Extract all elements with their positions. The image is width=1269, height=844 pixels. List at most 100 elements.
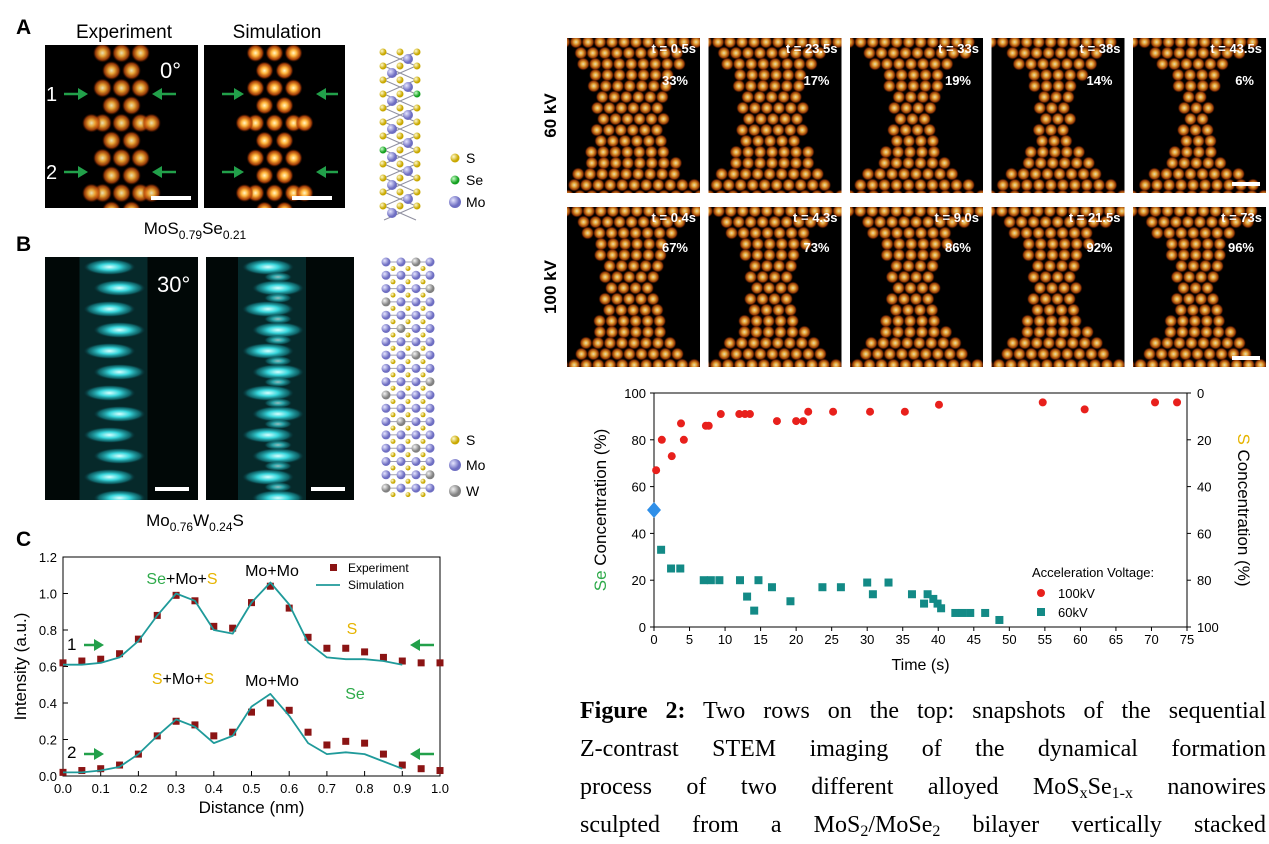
atom bbox=[1186, 38, 1200, 49]
atom bbox=[890, 226, 904, 240]
atom-image bbox=[235, 45, 314, 208]
curve-label: 1 bbox=[67, 635, 76, 654]
atom bbox=[885, 270, 899, 284]
atom bbox=[991, 207, 997, 218]
atom bbox=[602, 303, 616, 317]
experiment-marker bbox=[229, 728, 237, 736]
atom bbox=[396, 390, 406, 400]
data-point bbox=[679, 435, 688, 444]
atom bbox=[797, 226, 811, 240]
atom bbox=[889, 178, 903, 192]
atom bbox=[1189, 237, 1203, 251]
atom bbox=[785, 226, 799, 240]
scale-bar bbox=[311, 487, 345, 491]
atom bbox=[660, 68, 674, 82]
atom bbox=[928, 90, 942, 104]
experiment-marker bbox=[210, 622, 218, 630]
atom bbox=[893, 112, 907, 126]
atom bbox=[1007, 207, 1021, 218]
atom bbox=[574, 46, 588, 60]
x-tick-label: 40 bbox=[931, 632, 945, 647]
atom bbox=[601, 215, 615, 229]
atom bbox=[420, 385, 426, 391]
atom bbox=[1030, 46, 1044, 60]
atom bbox=[1206, 358, 1220, 367]
atom bbox=[789, 156, 803, 170]
atom bbox=[255, 131, 274, 150]
atom bbox=[651, 336, 665, 350]
atom bbox=[381, 363, 391, 373]
atom bbox=[739, 134, 753, 148]
atom bbox=[670, 46, 684, 60]
atom bbox=[1068, 178, 1082, 192]
atom bbox=[420, 452, 426, 458]
atom bbox=[913, 303, 927, 317]
atom bbox=[396, 48, 404, 56]
atom bbox=[1026, 292, 1040, 306]
atom bbox=[669, 156, 683, 170]
atom bbox=[931, 68, 945, 82]
atom bbox=[1231, 167, 1245, 181]
atom bbox=[1044, 226, 1058, 240]
atom bbox=[620, 112, 634, 126]
atom bbox=[1169, 215, 1183, 229]
atom bbox=[1063, 112, 1077, 126]
atom bbox=[926, 134, 940, 148]
experiment-marker bbox=[59, 659, 67, 667]
experiment-marker bbox=[78, 767, 86, 775]
atom bbox=[1186, 259, 1200, 273]
atom bbox=[596, 145, 610, 159]
experiment-marker bbox=[342, 644, 350, 652]
atom bbox=[1220, 46, 1234, 60]
atom bbox=[1200, 281, 1214, 295]
atom bbox=[112, 183, 131, 203]
data-point bbox=[799, 417, 808, 426]
atom bbox=[597, 156, 611, 170]
x-tick-label: 0.5 bbox=[242, 781, 260, 796]
atom bbox=[765, 145, 779, 159]
atom bbox=[739, 189, 751, 193]
atom bbox=[593, 248, 607, 262]
atom bbox=[907, 347, 921, 361]
atom bbox=[1193, 215, 1207, 229]
atom bbox=[242, 301, 294, 317]
column-header: Simulation bbox=[233, 22, 322, 43]
atom bbox=[799, 237, 813, 251]
atom bbox=[909, 215, 923, 229]
atom bbox=[379, 132, 387, 140]
atom bbox=[1232, 336, 1246, 350]
atom bbox=[634, 347, 648, 361]
atom bbox=[387, 152, 397, 162]
atom bbox=[946, 46, 960, 60]
atom bbox=[1066, 46, 1080, 60]
atom bbox=[1201, 156, 1215, 170]
atom bbox=[1046, 237, 1060, 251]
atom bbox=[1058, 156, 1072, 170]
atom bbox=[1068, 325, 1082, 339]
atom bbox=[1179, 57, 1193, 71]
atom bbox=[862, 46, 876, 60]
atom bbox=[631, 90, 645, 104]
atom bbox=[720, 57, 734, 71]
data-point bbox=[745, 410, 754, 419]
atom bbox=[648, 68, 662, 82]
atom bbox=[634, 270, 648, 284]
annotation: Se+Mo+S bbox=[146, 571, 217, 588]
atom bbox=[818, 178, 832, 192]
legend-label: Mo bbox=[466, 194, 486, 210]
atom bbox=[420, 399, 426, 404]
atom bbox=[624, 68, 638, 82]
data-point bbox=[868, 590, 877, 599]
x-tick-label: 35 bbox=[895, 632, 909, 647]
atom bbox=[744, 215, 758, 229]
atom bbox=[771, 303, 785, 317]
atom bbox=[618, 237, 632, 251]
atom bbox=[759, 123, 773, 137]
atom bbox=[796, 101, 810, 115]
atom bbox=[877, 207, 891, 218]
atom bbox=[804, 215, 818, 229]
atom bbox=[901, 156, 915, 170]
bond bbox=[383, 205, 417, 221]
scale-bar bbox=[155, 487, 189, 491]
atom bbox=[605, 226, 619, 240]
